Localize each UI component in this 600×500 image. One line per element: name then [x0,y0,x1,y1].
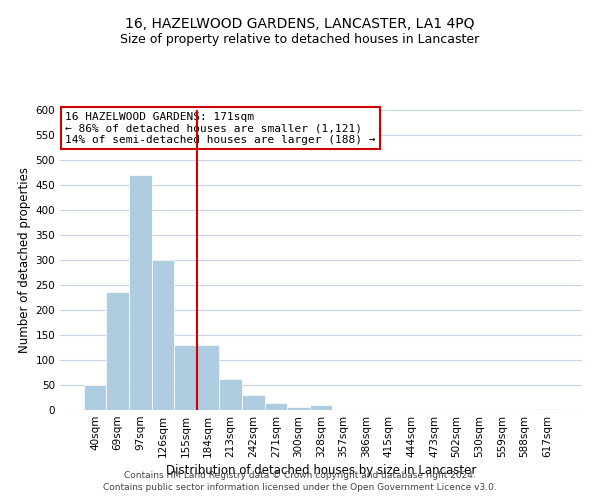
Bar [197,345,220,410]
Text: 16, HAZELWOOD GARDENS, LANCASTER, LA1 4PQ: 16, HAZELWOOD GARDENS, LANCASTER, LA1 4P… [125,18,475,32]
Bar [242,395,265,410]
Text: Contains public sector information licensed under the Open Government Licence v3: Contains public sector information licen… [103,484,497,492]
Bar [220,379,242,410]
X-axis label: Distribution of detached houses by size in Lancaster: Distribution of detached houses by size … [166,464,476,477]
Bar [152,260,174,410]
Bar [174,345,197,410]
Bar [84,385,106,410]
Text: 16 HAZELWOOD GARDENS: 171sqm
← 86% of detached houses are smaller (1,121)
14% of: 16 HAZELWOOD GARDENS: 171sqm ← 86% of de… [65,112,376,144]
Text: Contains HM Land Registry data © Crown copyright and database right 2024.: Contains HM Land Registry data © Crown c… [124,471,476,480]
Text: Size of property relative to detached houses in Lancaster: Size of property relative to detached ho… [121,32,479,46]
Bar [536,408,558,410]
Bar [265,402,287,410]
Y-axis label: Number of detached properties: Number of detached properties [18,167,31,353]
Bar [287,406,310,410]
Bar [106,292,129,410]
Bar [129,175,152,410]
Bar [310,405,332,410]
